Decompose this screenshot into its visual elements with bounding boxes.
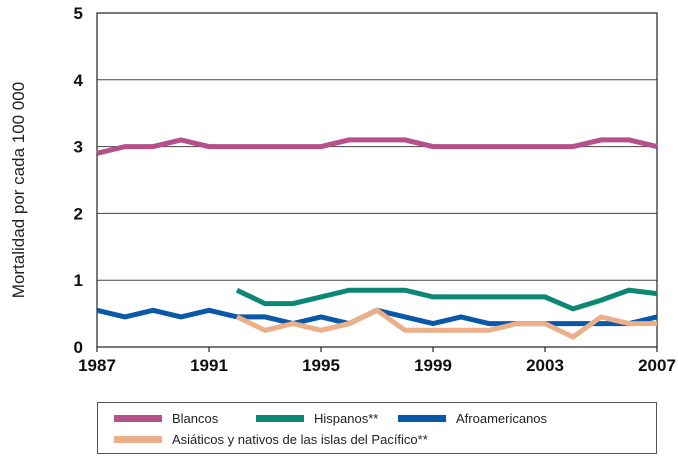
line-chart: 0 1 2 3 4 5 1987 1991 1995 1999 2003 2007 Mortalid… — [9, 4, 676, 375]
legend-swatch-afroamericanos — [398, 415, 446, 422]
legend-label-hispanos: Hispanos** — [314, 411, 379, 426]
x-tick-labels: 1987 1991 1995 1999 2003 2007 — [78, 347, 676, 375]
y-tick-label-5: 5 — [74, 4, 83, 23]
legend-label-asiaticos: Asiáticos y nativos de las islas del Pac… — [172, 432, 428, 447]
series-3-line — [235, 307, 657, 340]
y-axis-title: Mortalidad por cada 100 000 — [9, 82, 28, 298]
legend-swatch-blancos — [114, 415, 162, 422]
x-tick-label-1999: 1999 — [414, 356, 452, 375]
legend-label-afroamericanos: Afroamericanos — [456, 411, 548, 426]
y-tick-label-0: 0 — [74, 338, 83, 357]
legend-label-blancos: Blancos — [172, 411, 219, 426]
legend-swatch-hispanos — [256, 415, 304, 422]
legend-item-asiaticos: Asiáticos y nativos de las islas del Pac… — [114, 432, 428, 447]
legend-item-hispanos: Hispanos** — [256, 411, 378, 426]
series-3 — [235, 307, 658, 340]
gridlines — [97, 79, 657, 281]
y-tick-labels: 0 1 2 3 4 5 — [74, 4, 84, 357]
y-tick-label-2: 2 — [74, 204, 83, 223]
series-1-line — [235, 287, 658, 312]
legend-swatch-asiaticos — [114, 436, 162, 443]
y-tick-label-1: 1 — [74, 271, 83, 290]
legend: Blancos Hispanos** Afroamericanos Asiáti… — [97, 402, 657, 454]
x-tick-label-1987: 1987 — [78, 356, 116, 375]
series-layer — [96, 137, 658, 340]
x-tick-label-1991: 1991 — [190, 356, 228, 375]
y-tick-label-4: 4 — [74, 71, 84, 90]
series-1 — [235, 287, 658, 312]
x-tick-label-2003: 2003 — [526, 356, 564, 375]
x-tick-label-2007: 2007 — [638, 356, 676, 375]
x-tick-label-1995: 1995 — [302, 356, 340, 375]
legend-item-afroamericanos: Afroamericanos — [398, 411, 547, 426]
y-tick-label-3: 3 — [74, 138, 83, 157]
legend-item-blancos: Blancos — [114, 411, 218, 426]
series-0 — [96, 137, 658, 156]
plot-frame — [96, 12, 658, 348]
